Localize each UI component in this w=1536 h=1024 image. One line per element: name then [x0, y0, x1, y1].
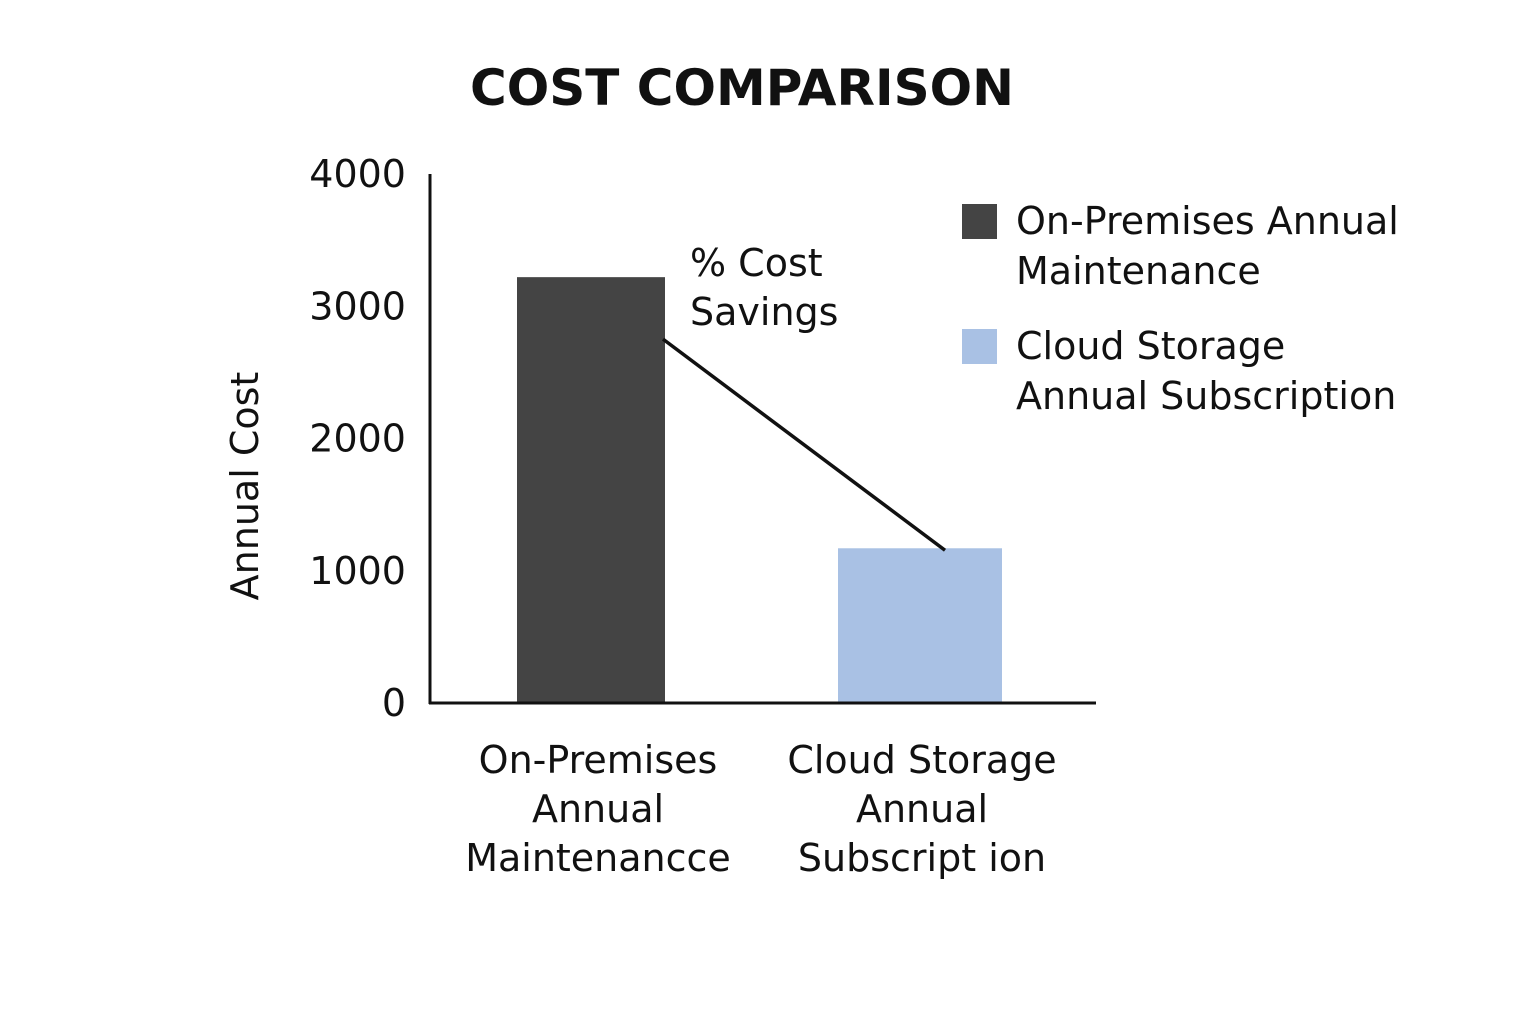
savings-annotation-line-1: % Cost — [690, 241, 823, 285]
legend: On-Premises Annual Maintenance Cloud Stora… — [962, 199, 1399, 418]
axes-group — [428, 174, 1096, 705]
x-category-label: On-Premises — [479, 738, 718, 782]
savings-annotation: % Cost Savings — [661, 241, 947, 552]
x-category-label: Maintenancce — [465, 836, 731, 880]
savings-annotation-line-2: Savings — [690, 290, 838, 334]
bar-2 — [838, 548, 1002, 703]
x-category-label: Annual — [856, 787, 988, 831]
x-category-label: Annual — [532, 787, 664, 831]
legend-label-2: Cloud Storage — [1016, 324, 1285, 368]
legend-label-1: On-Premises Annual — [1016, 199, 1399, 243]
legend-label-1: Maintenance — [1016, 249, 1261, 293]
legend-swatch-1 — [962, 204, 997, 239]
bar-1 — [517, 277, 665, 703]
x-category-labels: On-Premises Annual Maintenancce Cloud Stora… — [465, 738, 1056, 880]
y-tick-label: 0 — [382, 681, 406, 725]
chart-title: COST COMPARISON — [470, 59, 1014, 117]
y-tick-label: 2000 — [309, 417, 406, 461]
y-tick-label: 3000 — [309, 284, 406, 328]
y-tick-label: 1000 — [309, 549, 406, 593]
y-axis-label: Annual Cost — [223, 372, 267, 601]
y-tick-labels: 0 1000 2000 3000 4000 — [309, 152, 406, 725]
x-category-label: Subscript ion — [798, 836, 1046, 880]
legend-label-2: Annual Subscription — [1016, 374, 1396, 418]
y-tick-label: 4000 — [309, 152, 406, 196]
x-category-label: Cloud Storage — [787, 738, 1056, 782]
savings-connector-line — [661, 337, 947, 552]
bars-group — [517, 277, 1002, 703]
legend-swatch-2 — [962, 329, 997, 364]
